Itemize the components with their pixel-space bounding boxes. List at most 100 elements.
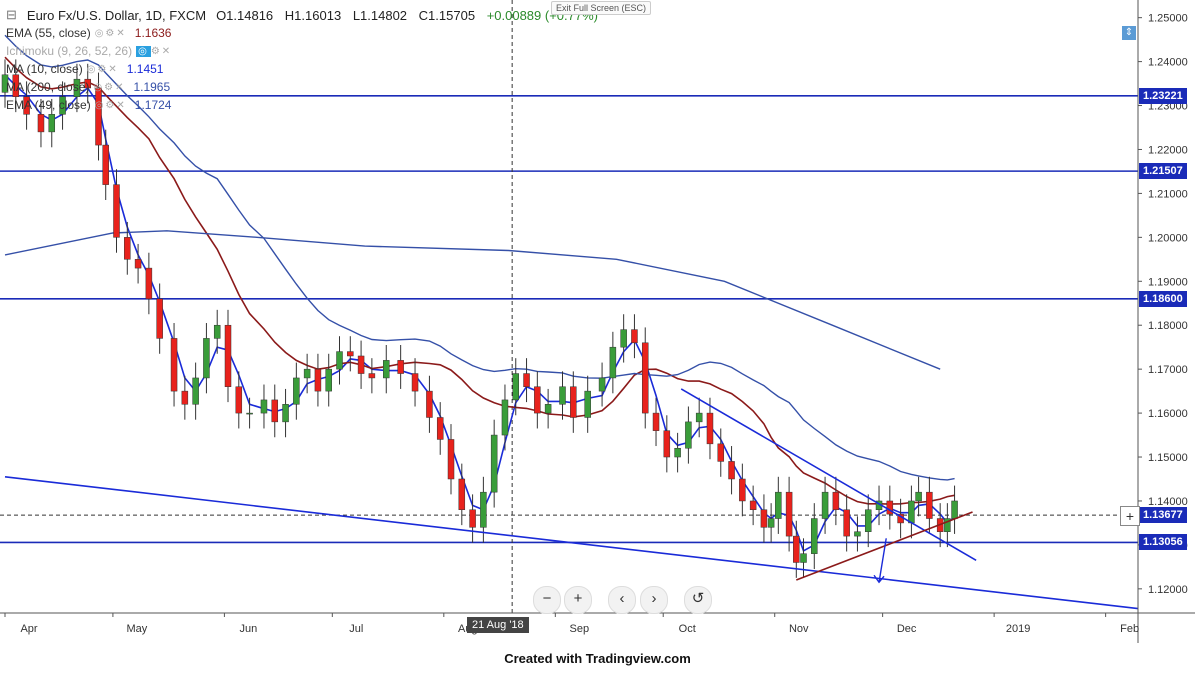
candle-body — [48, 114, 56, 133]
chart-legend: ⊟ Euro Fx/U.S. Dollar, 1D, FXCM O1.14816… — [6, 6, 606, 114]
candle-body — [95, 87, 102, 146]
candle-body — [821, 491, 829, 519]
candle-body — [864, 509, 872, 532]
high-value: H1.16013 — [284, 7, 342, 23]
x-tick-label: Oct — [679, 623, 696, 635]
indicator-settings-icons[interactable]: ◎⚙✕ — [94, 27, 127, 39]
indicator-ema49[interactable]: EMA (49, close) ◎⚙✕ 1.1724 — [6, 96, 606, 114]
candle-body — [674, 447, 681, 458]
candle-body — [12, 74, 20, 98]
y-tick-label: 1.12000 — [1148, 584, 1188, 596]
ema49-line — [4, 34, 955, 481]
indicator-ma10[interactable]: MA (10, close) ◎⚙✕ 1.1451 — [6, 60, 606, 78]
reset-chart-button[interactable]: ↺ — [684, 586, 712, 614]
x-tick-label: Jul — [349, 623, 363, 635]
candle-body — [469, 509, 476, 528]
indicator-value: 1.1636 — [134, 26, 172, 40]
candle-body — [1, 74, 9, 93]
candle-body — [523, 373, 530, 387]
price-tag: 1.23221 — [1139, 87, 1187, 104]
collapse-icon[interactable]: ⊟ — [6, 7, 17, 22]
scroll-left-button[interactable]: ‹ — [608, 586, 636, 614]
candle-body — [336, 351, 343, 370]
candle-body — [447, 439, 455, 480]
indicator-ema55[interactable]: EMA (55, close) ◎⚙✕ 1.1636 — [6, 24, 606, 42]
candle-body — [641, 342, 649, 414]
zoom-in-button[interactable]: + — [564, 586, 592, 614]
candle-body — [134, 259, 142, 269]
candle-body — [246, 412, 253, 415]
symbol-header: ⊟ Euro Fx/U.S. Dollar, 1D, FXCM O1.14816… — [6, 6, 606, 24]
candle-body — [203, 338, 210, 379]
ema55-line — [4, 56, 955, 505]
candle-body — [124, 237, 131, 260]
candle-body — [145, 267, 153, 300]
indicator-label: EMA (55, close) — [6, 26, 91, 40]
candle-body — [84, 78, 91, 89]
projection-arrow-head — [873, 574, 885, 584]
symbol-title[interactable]: Euro Fx/U.S. Dollar, 1D, FXCM — [26, 7, 207, 23]
price-tag: 1.13677 — [1139, 507, 1187, 524]
indicator-value: 1.1724 — [134, 98, 172, 112]
candle-body — [314, 368, 322, 392]
candle-body — [411, 373, 419, 392]
indicator-ma200[interactable]: MA (200, close) ◎⚙✕ 1.1965 — [6, 78, 606, 96]
scroll-right-button[interactable]: › — [640, 586, 668, 614]
candle-body — [303, 368, 311, 379]
candle-body — [559, 386, 566, 405]
y-tick-label: 1.25000 — [1148, 13, 1188, 25]
indicator-settings-icons[interactable]: ◎⚙✕ — [94, 99, 127, 111]
indicator-ichimoku[interactable]: Ichimoku (9, 26, 52, 26) ◎ ⚙✕ — [6, 42, 606, 60]
candle-body — [113, 184, 120, 238]
candle-body — [458, 478, 466, 511]
candle-body — [760, 509, 768, 528]
x-tick-label: 2019 — [1006, 623, 1030, 635]
y-tick-label: 1.15000 — [1148, 452, 1188, 464]
candle-body — [598, 377, 606, 392]
price-tag: 1.21507 — [1139, 163, 1187, 180]
candle-body — [811, 518, 818, 554]
indicator-settings-icons[interactable]: ◎⚙✕ — [136, 45, 173, 57]
candle-body — [490, 434, 498, 493]
candle-body — [347, 351, 354, 357]
candle-body — [915, 491, 922, 502]
candle-body — [325, 368, 332, 392]
crosshair-plus-icon[interactable]: + — [1120, 506, 1140, 526]
indicator-settings-icons[interactable]: ◎⚙✕ — [86, 63, 119, 75]
crosshair-date-label: 21 Aug '18 — [467, 617, 529, 633]
x-tick-label: Jun — [240, 623, 258, 635]
candle-body — [368, 373, 376, 379]
x-tick-label: Apr — [20, 623, 37, 635]
candle-body — [224, 324, 232, 387]
ma10-line — [4, 74, 956, 552]
zoom-out-button[interactable]: − — [533, 586, 561, 614]
candle-body — [832, 491, 840, 511]
candle-body — [37, 114, 45, 133]
candle-body — [728, 461, 735, 480]
indicator-settings-icons[interactable]: ◎⚙✕ — [93, 81, 126, 93]
ohlc-readout: O1.14816 H1.16013 L1.14802 C1.15705 +0.0… — [216, 8, 606, 23]
candle-body — [663, 430, 671, 458]
candle-body — [695, 412, 703, 423]
candle-body — [192, 377, 199, 405]
indicator-label: MA (200, close) — [6, 80, 90, 94]
y-tick-label: 1.17000 — [1148, 364, 1188, 376]
y-tick-label: 1.14000 — [1148, 496, 1188, 508]
candle-body — [926, 491, 933, 519]
indicator-value: 1.1451 — [126, 62, 164, 76]
descending-trendline — [680, 388, 977, 561]
candle-body — [512, 373, 519, 401]
candle-body — [739, 478, 746, 502]
candle-body — [767, 518, 775, 528]
scale-toggle-icon[interactable]: ⇕ — [1122, 26, 1136, 40]
candle-body — [584, 390, 591, 418]
candle-body — [534, 386, 541, 414]
exit-fullscreen-button[interactable]: Exit Full Screen (ESC) — [551, 1, 652, 15]
candle-body — [357, 355, 365, 374]
x-tick-label: Sep — [570, 623, 590, 635]
candle-body — [397, 360, 404, 374]
indicator-label: MA (10, close) — [6, 62, 83, 76]
y-tick-label: 1.19000 — [1148, 276, 1188, 288]
indicator-label: EMA (49, close) — [6, 98, 91, 112]
